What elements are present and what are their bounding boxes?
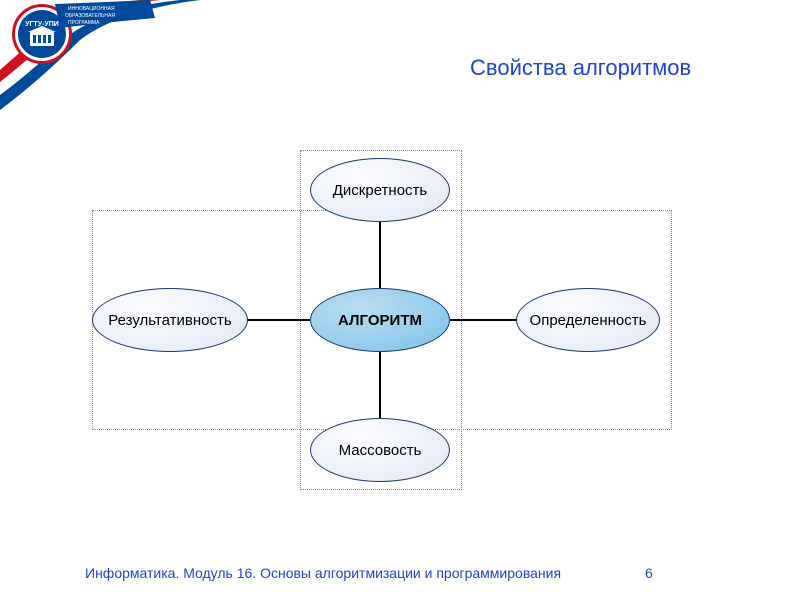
satellite-node-effectiveness: Результативность	[92, 288, 248, 352]
edge	[379, 222, 381, 288]
algorithm-properties-diagram: АЛГОРИТМ Дискретность Определенность Мас…	[0, 0, 800, 600]
satellite-label: Дискретность	[333, 182, 427, 199]
satellite-node-discreteness: Дискретность	[310, 158, 450, 222]
satellite-label: Определенность	[530, 312, 647, 329]
satellite-node-mass: Массовость	[310, 418, 450, 482]
satellite-label: Массовость	[339, 442, 422, 459]
edge	[379, 352, 381, 418]
edge	[450, 319, 516, 321]
satellite-node-definiteness: Определенность	[516, 288, 660, 352]
satellite-label: Результативность	[108, 312, 231, 329]
footer-text: Информатика. Модуль 16. Основы алгоритми…	[85, 565, 561, 581]
center-node-label: АЛГОРИТМ	[338, 312, 422, 329]
page-number: 6	[645, 565, 653, 581]
edge	[248, 319, 310, 321]
center-node-algorithm: АЛГОРИТМ	[310, 288, 450, 352]
